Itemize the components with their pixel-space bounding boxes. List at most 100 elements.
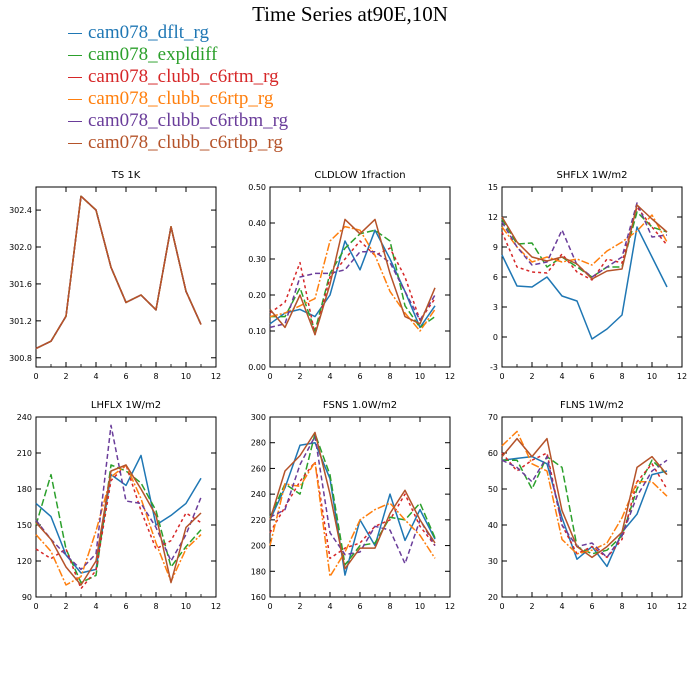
- y-tick-label: 210: [17, 449, 32, 458]
- plot-frame: [501, 416, 683, 598]
- legend: cam078_dflt_rg cam078_expldiff cam078_club…: [68, 22, 288, 154]
- x-tick-label: 6: [123, 372, 128, 381]
- x-tick-label: 12: [445, 372, 455, 381]
- x-tick-label: 0: [267, 602, 272, 611]
- x-tick-label: 2: [63, 372, 68, 381]
- x-tick-label: 4: [559, 602, 564, 611]
- x-tick-label: 10: [647, 602, 657, 611]
- panel-title: CLDLOW 1fraction: [314, 170, 405, 181]
- y-tick-label: 90: [22, 593, 32, 602]
- y-tick-label: 301.6: [9, 280, 32, 289]
- y-tick-label: -3: [490, 363, 498, 372]
- x-tick-label: 6: [589, 372, 594, 381]
- x-tick-label: 8: [153, 372, 158, 381]
- y-tick-label: 120: [17, 557, 32, 566]
- legend-entry: cam078_dflt_rg: [68, 22, 288, 44]
- y-tick-label: 300: [251, 413, 266, 422]
- legend-line-swatch: [68, 98, 82, 100]
- plot-frame: [35, 186, 217, 368]
- series-line: [501, 437, 668, 559]
- x-tick-label: 10: [181, 372, 191, 381]
- x-tick-label: 0: [267, 372, 272, 381]
- legend-label: cam078_clubb_c6rtbm_rg: [88, 110, 289, 131]
- series-line: [501, 204, 668, 280]
- y-tick-label: 60: [488, 449, 498, 458]
- main-title: Time Series at90E,10N: [252, 2, 448, 26]
- y-tick-label: 0.40: [248, 219, 266, 228]
- chart-panel: TS 1K 0 2 4 6 8 10 12 300.8 301.2 301.6 302.0 302.4: [9, 170, 221, 381]
- x-tick-label: 0: [33, 372, 38, 381]
- panel-title: FSNS 1.0W/m2: [323, 400, 397, 411]
- y-tick-label: 0: [493, 333, 498, 342]
- x-tick-label: 10: [415, 372, 425, 381]
- legend-entry: cam078_clubb_c6rtbm_rg: [68, 110, 288, 132]
- series-line: [269, 461, 436, 578]
- plot-frame: [35, 416, 217, 598]
- y-tick-label: 0.30: [248, 255, 266, 264]
- y-tick-label: 300.8: [9, 354, 32, 363]
- x-tick-label: 10: [415, 602, 425, 611]
- x-tick-label: 12: [445, 602, 455, 611]
- x-tick-label: 0: [499, 372, 504, 381]
- x-tick-label: 10: [647, 372, 657, 381]
- series-line: [269, 218, 436, 336]
- x-tick-label: 6: [123, 602, 128, 611]
- x-tick-label: 4: [559, 372, 564, 381]
- legend-entry: cam078_clubb_c6rtm_rg: [68, 66, 288, 88]
- series-line: [269, 441, 436, 576]
- x-tick-label: 10: [181, 602, 191, 611]
- x-tick-label: 12: [677, 602, 687, 611]
- series-line: [269, 461, 436, 560]
- series-line: [501, 202, 668, 278]
- x-tick-label: 8: [619, 372, 624, 381]
- series-line: [269, 229, 436, 329]
- series-line: [269, 240, 436, 336]
- y-tick-label: 150: [17, 521, 32, 530]
- legend-entry: cam078_clubb_c6rtbp_rg: [68, 132, 288, 154]
- legend-entry: cam078_expldiff: [68, 44, 288, 66]
- x-tick-label: 4: [327, 372, 332, 381]
- panel-title: SHFLX 1W/m2: [557, 170, 628, 181]
- y-tick-label: 240: [17, 413, 32, 422]
- x-tick-label: 2: [297, 372, 302, 381]
- series-line: [501, 455, 668, 559]
- y-tick-label: 180: [251, 567, 266, 576]
- x-tick-label: 8: [153, 602, 158, 611]
- plot-frame: [269, 416, 451, 598]
- series-line: [35, 195, 202, 350]
- series-line: [35, 424, 202, 571]
- series-line: [35, 464, 202, 586]
- y-tick-label: 0.50: [248, 183, 266, 192]
- legend-line-swatch: [68, 120, 82, 122]
- legend-line-swatch: [68, 54, 82, 56]
- y-tick-label: 6: [493, 273, 498, 282]
- series-line: [270, 229, 436, 332]
- x-tick-label: 12: [677, 372, 687, 381]
- series-line: [269, 251, 436, 329]
- panel-title: TS 1K: [111, 170, 141, 181]
- series-line: [501, 226, 668, 340]
- y-tick-label: 280: [251, 439, 266, 448]
- x-tick-label: 6: [357, 372, 362, 381]
- y-tick-label: 20: [488, 593, 498, 602]
- x-tick-label: 4: [327, 602, 332, 611]
- series-line: [502, 455, 668, 555]
- x-tick-label: 4: [93, 602, 98, 611]
- series-line: [269, 225, 436, 332]
- y-tick-label: 50: [488, 485, 498, 494]
- y-tick-label: 40: [488, 521, 498, 530]
- y-tick-label: 9: [493, 243, 498, 252]
- legend-label: cam078_clubb_c6rtbp_rg: [88, 132, 283, 153]
- x-tick-label: 4: [93, 372, 98, 381]
- x-tick-label: 2: [529, 372, 534, 381]
- legend-line-swatch: [68, 32, 82, 34]
- x-tick-label: 12: [211, 372, 221, 381]
- legend-label: cam078_dflt_rg: [88, 22, 210, 43]
- y-tick-label: 3: [493, 303, 498, 312]
- y-tick-label: 302.0: [9, 243, 32, 252]
- y-tick-label: 0.20: [248, 291, 266, 300]
- y-tick-label: 301.2: [9, 317, 32, 326]
- x-tick-label: 2: [529, 602, 534, 611]
